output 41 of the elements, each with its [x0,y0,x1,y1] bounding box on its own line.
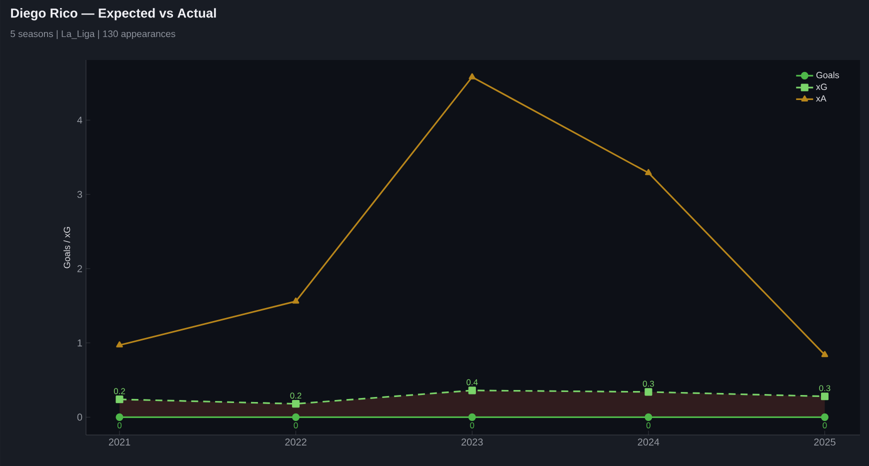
x-tick-label: 2023 [462,438,483,446]
point [116,413,124,421]
data-label: 0 [470,422,474,428]
legend-label: xA [816,95,826,102]
point [821,350,828,358]
y-axis-title: Goals / xG [64,226,70,268]
point [468,413,476,421]
point [468,73,476,80]
data-label: 0.3 [819,385,830,392]
point [292,298,300,304]
x-tick-label: 2025 [814,438,836,446]
data-label: 0.2 [114,388,125,394]
data-label: 0 [294,422,298,428]
x-tick-label: 2021 [108,438,130,446]
legend-label: Goals [816,72,840,78]
data-label: 0 [822,422,827,428]
legend-label: xG [816,84,827,90]
point [820,413,829,421]
point [116,341,123,348]
data-label: 0.4 [466,379,478,386]
data-label: 0 [646,422,650,428]
data-label: 0.2 [290,392,302,399]
point [820,392,829,400]
point [644,413,652,421]
y-tick-label: 2 [77,265,82,272]
y-tick-label: 1 [78,339,82,346]
point [468,386,476,394]
chart-subtitle: 5 seasons | La_Liga | 130 appearances [10,30,176,40]
data-label: 0 [117,422,122,428]
chart-title: Diego Rico — Expected vs Actual [11,8,216,20]
point [644,388,652,396]
point [292,400,300,408]
y-tick-label: 0 [77,414,82,421]
x-tick-label: 2024 [638,438,660,446]
point [116,396,124,404]
y-tick-label: 3 [77,190,82,198]
y-tick-label: 4 [77,116,82,124]
data-label: 0.3 [642,380,654,387]
point [645,169,652,176]
x-tick-label: 2022 [285,438,306,446]
point [292,413,300,421]
